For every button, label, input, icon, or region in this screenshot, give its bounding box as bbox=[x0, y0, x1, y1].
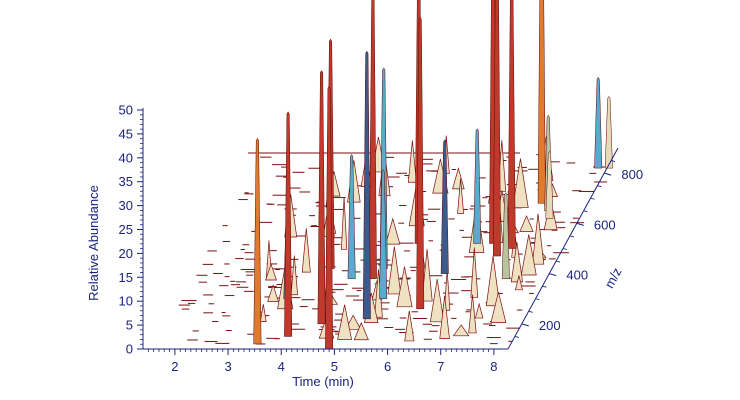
ridge bbox=[452, 167, 465, 190]
ridge bbox=[396, 266, 413, 308]
x-tick-label: 3 bbox=[224, 359, 231, 374]
y-tick-label: 20 bbox=[119, 246, 133, 261]
z-minor-tick bbox=[597, 185, 602, 188]
ridge bbox=[421, 249, 433, 302]
z-tick-label: 800 bbox=[621, 167, 643, 182]
y-tick-label: 10 bbox=[119, 294, 133, 309]
ridge bbox=[429, 278, 445, 323]
ridge bbox=[515, 275, 523, 291]
axis-layer: Relative Abundance Time (min) m/z bbox=[86, 108, 625, 389]
y-axis-label: Relative Abundance bbox=[86, 185, 101, 301]
x-ticks: 2 3 4 5 6 7 8 bbox=[147, 349, 498, 374]
z-tick bbox=[576, 222, 584, 226]
y-tick-label: 5 bbox=[126, 318, 133, 333]
peak-9 bbox=[362, 50, 371, 320]
y-tick-label: 30 bbox=[119, 198, 133, 213]
peak-2 bbox=[284, 111, 293, 337]
z-tick bbox=[604, 172, 612, 176]
z-minor-tick bbox=[535, 298, 540, 301]
z-tick-label: 200 bbox=[539, 318, 561, 333]
peak-7 bbox=[368, 0, 377, 279]
ridge bbox=[520, 234, 537, 276]
y-tick-label: 50 bbox=[119, 103, 133, 118]
peak-21 bbox=[545, 151, 554, 219]
z-minor-tick bbox=[583, 210, 588, 213]
ridge bbox=[474, 302, 484, 319]
ridge bbox=[512, 158, 529, 209]
peak-18 bbox=[537, 0, 546, 204]
peak-23 bbox=[604, 96, 613, 169]
x-tick-label: 2 bbox=[171, 359, 178, 374]
ridge bbox=[457, 178, 464, 214]
x-tick-label: 7 bbox=[437, 359, 444, 374]
ridge bbox=[519, 215, 534, 232]
ridge bbox=[452, 324, 470, 337]
peak-layer bbox=[253, 0, 613, 350]
z-minor-tick bbox=[562, 248, 568, 250]
peak-14 bbox=[473, 128, 482, 244]
ridge bbox=[337, 304, 353, 340]
z-minor-tick bbox=[556, 260, 561, 263]
ridge bbox=[490, 292, 507, 323]
z-minor-tick bbox=[590, 197, 595, 200]
x-axis-label: Time (min) bbox=[292, 374, 354, 389]
ridge bbox=[531, 213, 545, 265]
y-tick-label: 45 bbox=[119, 126, 133, 141]
z-tick-label: 400 bbox=[566, 268, 588, 283]
ridge bbox=[301, 228, 311, 273]
z-tick-label: 600 bbox=[594, 217, 616, 232]
peak-5 bbox=[347, 154, 356, 279]
z-minor-tick bbox=[528, 310, 533, 313]
ridge bbox=[407, 140, 417, 183]
z-ticks: 200 400 600 800 bbox=[514, 160, 643, 338]
y-tick-label: 25 bbox=[119, 222, 133, 237]
ridge bbox=[385, 217, 401, 245]
z-minor-tick bbox=[569, 235, 574, 238]
z-minor-tick bbox=[514, 336, 519, 338]
ridge bbox=[267, 284, 279, 302]
peak-19 bbox=[501, 192, 510, 279]
ridge bbox=[265, 263, 277, 281]
x-tick-label: 6 bbox=[384, 359, 391, 374]
ridge bbox=[344, 314, 362, 330]
ridge bbox=[290, 255, 298, 296]
y-tick-label: 35 bbox=[119, 174, 133, 189]
x-tick-label: 4 bbox=[278, 359, 285, 374]
ridge bbox=[485, 255, 501, 307]
peak-12 bbox=[416, 16, 425, 310]
ridge bbox=[439, 295, 450, 339]
x-tick-label: 8 bbox=[490, 359, 497, 374]
peak-16 bbox=[492, 0, 501, 257]
peak-17 bbox=[507, 0, 516, 249]
peak-22 bbox=[594, 77, 603, 169]
x-tick-label: 5 bbox=[331, 359, 338, 374]
ridge bbox=[470, 247, 479, 298]
ridge bbox=[353, 322, 369, 341]
y-tick-label: 40 bbox=[119, 150, 133, 165]
peak-0 bbox=[253, 138, 262, 345]
y-tick-label: 15 bbox=[119, 270, 133, 285]
y-tick-label: 0 bbox=[126, 342, 133, 357]
ridge bbox=[404, 310, 415, 342]
ridge bbox=[468, 294, 477, 334]
z-axis-label: m/z bbox=[601, 265, 624, 291]
ridge bbox=[340, 197, 348, 250]
peak-10 bbox=[379, 169, 388, 299]
z-tick bbox=[521, 323, 529, 327]
ridge bbox=[259, 304, 267, 322]
z-minor-tick bbox=[611, 160, 616, 162]
y-ticks: 0 5 10 15 20 25 30 35 40 45 50 bbox=[119, 103, 143, 357]
ridge bbox=[387, 246, 402, 295]
peak-13 bbox=[440, 139, 449, 274]
peak-4 bbox=[317, 70, 326, 325]
ridge bbox=[510, 242, 523, 283]
ridge bbox=[444, 269, 451, 311]
z-minor-tick bbox=[542, 285, 547, 288]
z-tick bbox=[549, 273, 557, 277]
